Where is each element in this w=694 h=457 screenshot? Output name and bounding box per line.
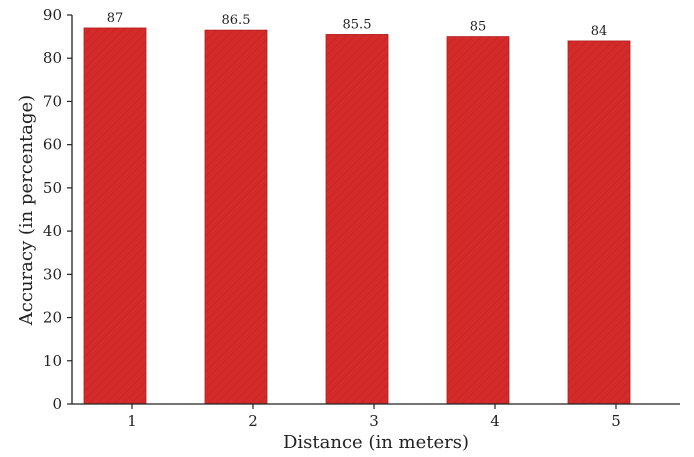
x-tick-label-1: 1 bbox=[127, 412, 137, 430]
y-tick-label-0: 0 bbox=[52, 395, 62, 413]
y-ticks-layer: 0 10 20 30 40 50 60 70 80 90 bbox=[43, 6, 72, 413]
bars-layer bbox=[83, 27, 631, 405]
x-axis-title: Distance (in meters) bbox=[283, 432, 469, 453]
bar-3 bbox=[325, 34, 389, 405]
data-label-2: 86.5 bbox=[222, 13, 251, 28]
y-axis-title: Accuracy (in percentage) bbox=[16, 95, 37, 326]
bar-1 bbox=[83, 27, 147, 405]
y-tick-label-60: 60 bbox=[43, 136, 62, 154]
x-tick-label-5: 5 bbox=[611, 412, 621, 430]
data-label-3: 85.5 bbox=[343, 17, 372, 32]
x-ticks-layer: 1 2 3 4 5 bbox=[127, 404, 621, 430]
data-label-1: 87 bbox=[107, 11, 124, 26]
bar-2 bbox=[204, 29, 268, 405]
data-label-4: 85 bbox=[470, 20, 487, 35]
bar-4 bbox=[446, 36, 510, 405]
x-tick-label-4: 4 bbox=[490, 412, 500, 430]
bar-5 bbox=[567, 40, 631, 405]
y-tick-label-50: 50 bbox=[43, 179, 62, 197]
axes-layer bbox=[71, 15, 680, 405]
data-label-5: 84 bbox=[591, 24, 608, 39]
y-tick-label-40: 40 bbox=[43, 222, 62, 240]
y-tick-label-70: 70 bbox=[43, 92, 62, 110]
y-tick-label-30: 30 bbox=[43, 265, 62, 283]
x-tick-label-2: 2 bbox=[248, 412, 258, 430]
y-tick-label-20: 20 bbox=[43, 309, 62, 327]
y-tick-label-80: 80 bbox=[43, 49, 62, 67]
y-tick-label-90: 90 bbox=[43, 6, 62, 24]
data-labels-layer: 87 86.5 85.5 85 84 bbox=[107, 11, 608, 39]
y-tick-label-10: 10 bbox=[43, 352, 62, 370]
x-tick-label-3: 3 bbox=[369, 412, 379, 430]
